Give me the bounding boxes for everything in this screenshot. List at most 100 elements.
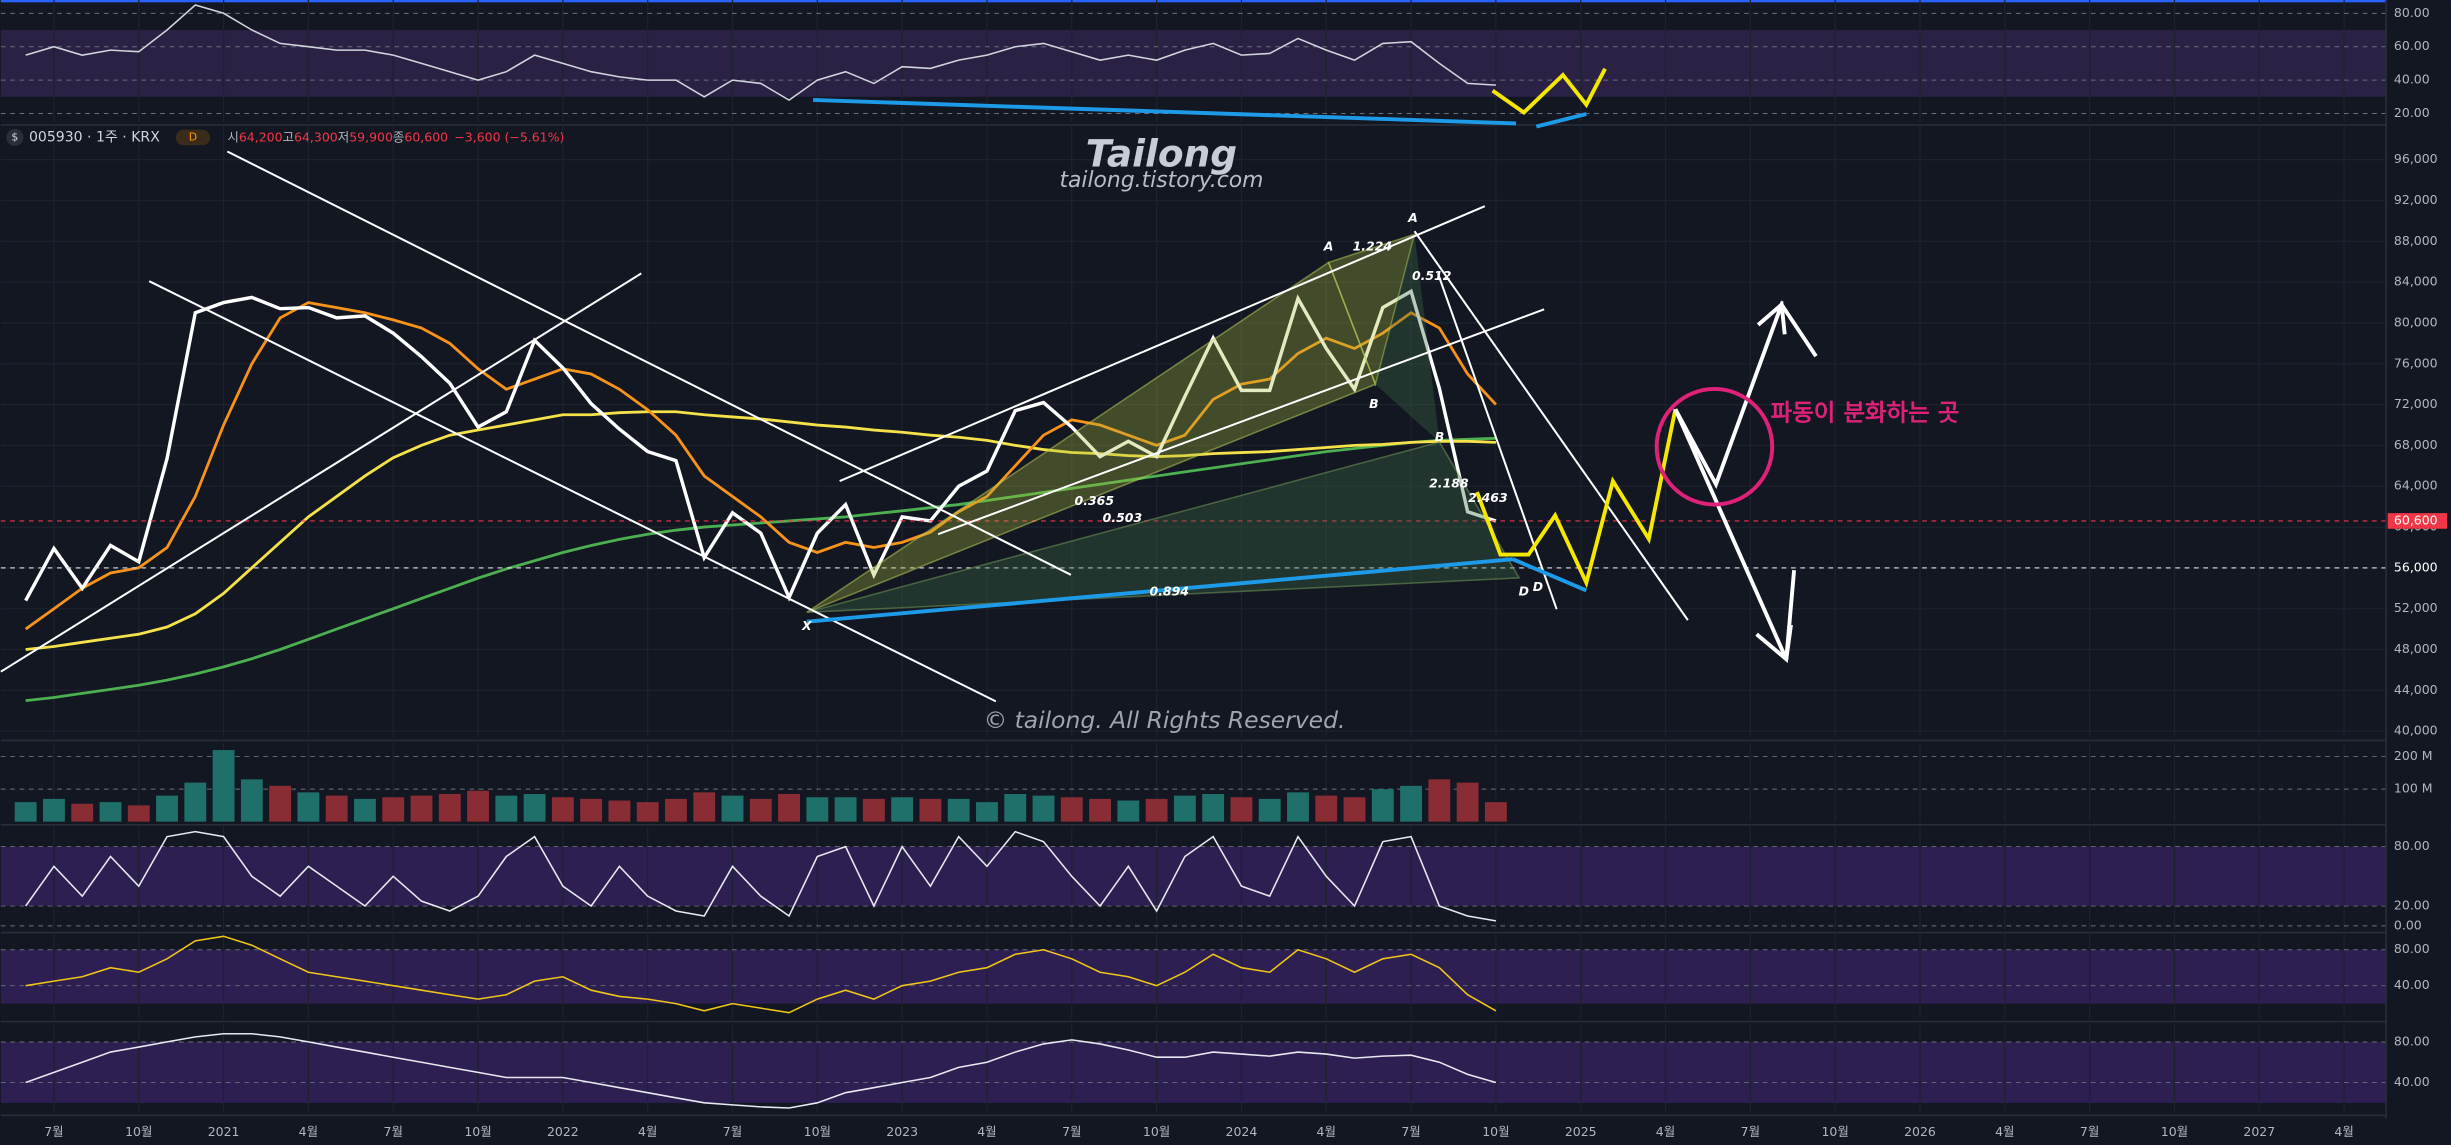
x-tick-label: 4월 [299,1124,318,1139]
x-tick-label: 4월 [1995,1124,2014,1139]
x-tick-label: 7월 [1062,1124,1081,1139]
x-tick-label: 2023 [886,1124,918,1139]
x-tick-label: 4월 [2334,1124,2353,1139]
series-line [25,935,1497,1014]
x-tick-label: 4월 [1317,1124,1336,1139]
watermark-title: Tailong [1086,132,1237,176]
highlight-circle [1654,387,1775,507]
volume-bar [1456,782,1479,822]
pattern-label: 0.894 [1150,584,1190,599]
ohlc-label: 고 [283,129,295,144]
trend-line [937,308,1545,536]
volume-bar [665,798,687,822]
symbol: 005930 · 1주 · KRX [29,129,160,145]
volume-bar [749,798,772,822]
x-tick-label: 4월 [977,1124,996,1139]
badge: D [189,130,197,143]
volume-bar [1004,793,1027,822]
trend-line [148,280,997,703]
series-line [24,301,1497,631]
x-tick-label: 10월 [125,1124,152,1139]
y-tick-label: 80.00 [2394,5,2430,20]
y-tick-label: 20.00 [2394,105,2430,120]
support-line [806,557,1514,624]
volume-bar [551,797,574,822]
band [0,846,2387,907]
y-tick-label: 200 M [2394,748,2433,763]
y-tick-label: 0.00 [2394,917,2422,932]
series-line [25,4,1496,102]
trend-line [0,272,642,673]
pattern-label: D [1519,584,1529,599]
x-tick-label: 2021 [208,1124,240,1139]
arrow-head [1756,300,1787,335]
ohlc-value: 64,200 [239,129,283,144]
y-tick-label: 40,000 [2394,723,2438,738]
y-tick-label: 48,000 [2394,641,2438,656]
pattern-label: 0.503 [1103,510,1143,525]
volume-bar [947,798,970,822]
pattern-label: B [1435,429,1445,444]
panel [0,0,2451,126]
volume-bar [721,795,744,822]
volume-bar [1428,779,1451,822]
support-lines [806,98,1588,624]
support-line [1512,557,1588,593]
pattern-label: X [801,618,813,633]
pattern-label: A [1323,238,1334,253]
pattern-label: 0.365 [1075,493,1115,508]
currency-icon: $ [11,130,18,143]
volume-bar [1032,795,1055,822]
volume-bar [976,802,998,822]
y-tick-label: 96,000 [2394,151,2438,166]
volume-bar [580,798,603,822]
top-border [0,0,2451,3]
y-tick-label: 76,000 [2394,355,2438,370]
callout: 파동이 분화하는 곳 [1771,398,1960,426]
x-tick-label: 10월 [1482,1124,1509,1139]
volume-bar [1287,792,1309,822]
volume-bar [608,800,631,822]
badge-bg [175,129,211,146]
price-label: 60,600 [2394,512,2438,527]
y-tick-label: 100 M [2394,781,2433,796]
volume-bar [693,792,716,822]
volume-bar [834,797,857,822]
drawings [0,67,1818,703]
up-scenario [1673,300,1818,489]
volume-bar [212,750,235,822]
y-tick-label: 92,000 [2394,192,2438,207]
volume-bar [1315,795,1338,822]
panel [0,124,2451,742]
y-tick-label: 84,000 [2394,274,2438,289]
x-tick-label: 2026 [1904,1124,1936,1139]
y-tick-label: 64,000 [2394,478,2438,493]
volume-bar [127,805,150,822]
x-tick-label: 2027 [2243,1124,2275,1139]
pattern-fill [806,441,1521,614]
x-tick-label: 7월 [1401,1124,1420,1139]
volume-bar [1343,797,1366,822]
ohlc-change: −3,600 (−5.61%) [454,129,564,144]
x-tick-label: 7월 [384,1124,403,1139]
y-tick-label: 40.00 [2394,977,2430,992]
trend-line [839,205,1486,483]
price-label-bg [2387,513,2448,529]
pattern-label: 2.188 [1429,476,1469,491]
x-tick-label: 7월 [1741,1124,1760,1139]
volume-bar [1173,795,1196,822]
arrow-head [1755,624,1793,663]
axes: 80.00 60.00 40.00 20.00 40,000 44,000 48,000 52… [44,5,2448,1139]
x-tick-label: 7월 [44,1124,63,1139]
ohlc-value: 59,900 [349,129,393,144]
volume-bar [156,795,178,822]
price-label: 56,000 [2394,559,2438,574]
volume-bar [99,802,122,822]
band [0,1041,2387,1103]
series-line [25,1032,1497,1109]
y-tick-label: 60.00 [2394,38,2430,53]
x-tick-label: 2024 [1226,1124,1258,1139]
volume-bar [1145,798,1168,822]
x-tick-label: 10월 [804,1124,831,1139]
